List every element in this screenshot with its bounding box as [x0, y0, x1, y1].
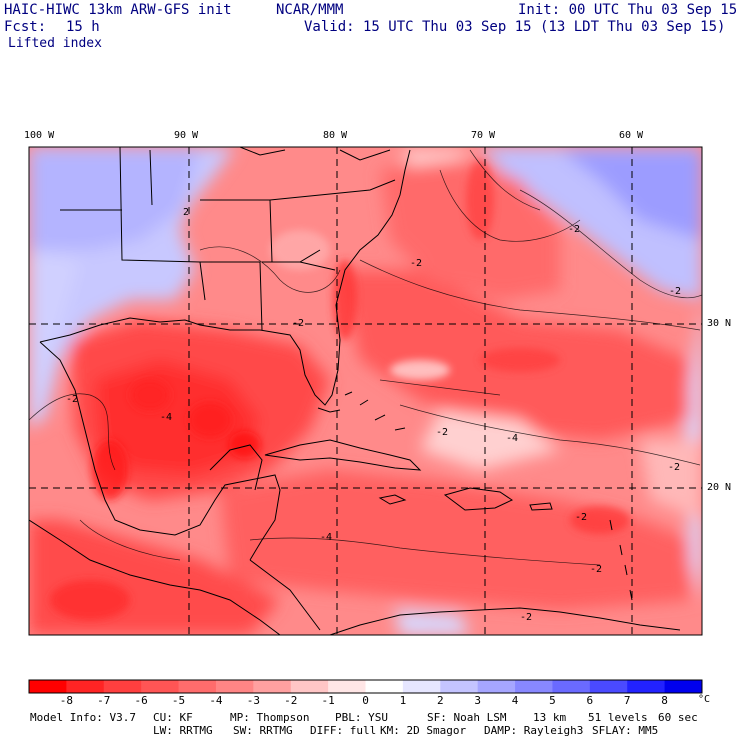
contour-label: -4 [506, 433, 518, 444]
lon-label-90w: 90 W [174, 130, 199, 141]
colorbar-swatch [290, 680, 329, 693]
contour-label: -2 [520, 612, 532, 623]
colorbar-tick-label: 8 [661, 694, 668, 707]
lon-label-80w: 80 W [323, 130, 348, 141]
footer-timestep: 60 sec [658, 711, 698, 724]
lon-label-70w: 70 W [471, 130, 496, 141]
colorbar-tick-label: 0 [362, 694, 369, 707]
colorbar-tick-label: -4 [209, 694, 223, 707]
colorbar-swatch [215, 680, 254, 693]
colorbar-swatch [402, 680, 441, 693]
colorbar-swatch [477, 680, 516, 693]
contour-label: -2 [410, 258, 422, 269]
colorbar-swatch [664, 680, 703, 693]
colorbar-border [28, 679, 703, 694]
lat-label-30n: 30 N [707, 318, 732, 329]
field-name: Lifted index [8, 36, 102, 51]
colorbar-tick-label: 5 [549, 694, 556, 707]
contour-label: -2 [292, 318, 304, 329]
colorbar-tick-label: 7 [623, 694, 631, 707]
footer-mp: MP: Thompson [230, 711, 310, 724]
lon-label-60w: 60 W [619, 130, 644, 141]
model-title: HAIC-HIWC 13km ARW-GFS init [4, 2, 232, 18]
footer-levels: 51 levels [588, 711, 648, 724]
organization-label: NCAR/MMM [276, 2, 344, 18]
footer-model-info: Model Info: V3.7 [30, 711, 136, 724]
contour-label: -2 [66, 394, 78, 405]
colorbar-swatch [328, 680, 366, 693]
lat-label-20n: 20 N [707, 482, 732, 493]
lon-label-100w: 100 W [24, 130, 55, 141]
contour-label: -2 [669, 286, 681, 297]
colorbar-unit: °C [697, 694, 711, 705]
colorbar-tick-label: -5 [171, 694, 186, 707]
colorbar-tick-label: -3 [246, 694, 260, 707]
footer-cu: CU: KF [153, 711, 193, 724]
forecast-hour: 15 h [66, 19, 100, 35]
contours [29, 149, 702, 566]
contour-label: -4 [160, 412, 172, 423]
colorbar-swatch [589, 680, 628, 693]
map-field [29, 147, 702, 635]
contour-label: -2 [575, 512, 587, 523]
colorbar-swatch [141, 680, 180, 693]
footer-km: KM: 2D Smagor [380, 724, 467, 737]
footer-sflay: SFLAY: MM5 [592, 724, 659, 737]
colorbar-tick-label: -1 [321, 694, 335, 707]
colorbar-swatch [365, 680, 404, 693]
colorbar-swatch [253, 680, 292, 693]
footer-lw: LW: RRTMG [153, 724, 213, 737]
colorbar-tick-label: -8 [59, 694, 73, 707]
colorbar-tick-label: -7 [97, 694, 111, 707]
colorbar-swatch [66, 680, 105, 693]
valid-time: Valid: 15 UTC Thu 03 Sep 15 (13 LDT Thu … [304, 19, 726, 35]
colorbar [28, 679, 703, 694]
contour-label: -2 [668, 462, 680, 473]
colorbar-tick-label: 3 [474, 694, 481, 707]
coastlines [29, 147, 681, 635]
colorbar-tick-label: -2 [284, 694, 298, 707]
footer-pbl: PBL: YSU [335, 711, 388, 724]
init-time: Init: 00 UTC Thu 03 Sep 15 [518, 2, 738, 18]
field-texture [50, 160, 630, 620]
colorbar-swatch [552, 680, 591, 693]
colorbar-tick-label: 4 [511, 694, 519, 707]
colorbar-swatch [440, 680, 479, 693]
colorbar-swatch [627, 680, 666, 693]
contour-label: -4 [320, 532, 332, 543]
footer-diff: DIFF: full [310, 724, 377, 737]
colorbar-swatch [103, 680, 142, 693]
lat-lon-grid [29, 147, 702, 635]
colorbar-tick-label: -6 [134, 694, 148, 707]
footer-resolution: 13 km [533, 711, 567, 724]
footer-sf: SF: Noah LSM [427, 711, 507, 724]
map-frame [28, 146, 703, 636]
colorbar-swatch [515, 680, 553, 693]
contour-label: 2 [183, 207, 189, 218]
footer-sw: SW: RRTMG [233, 724, 293, 737]
contour-labels: 2 -2 -2 -2 -2 -2 -2 -2 -2 -4 -4 -4 -2 -2 [66, 207, 681, 623]
forecast-label: Fcst: [4, 19, 47, 35]
colorbar-tick-label: 6 [586, 694, 594, 707]
colorbar-swatch [29, 680, 67, 693]
contour-label: -2 [590, 564, 602, 575]
contour-label: -2 [436, 427, 448, 438]
contour-label: -2 [568, 224, 580, 235]
colorbar-tick-label: 2 [436, 694, 444, 707]
colorbar-tick-label: 1 [399, 694, 407, 707]
colorbar-swatch [178, 680, 217, 693]
footer-damp: DAMP: Rayleigh3 [484, 724, 584, 737]
